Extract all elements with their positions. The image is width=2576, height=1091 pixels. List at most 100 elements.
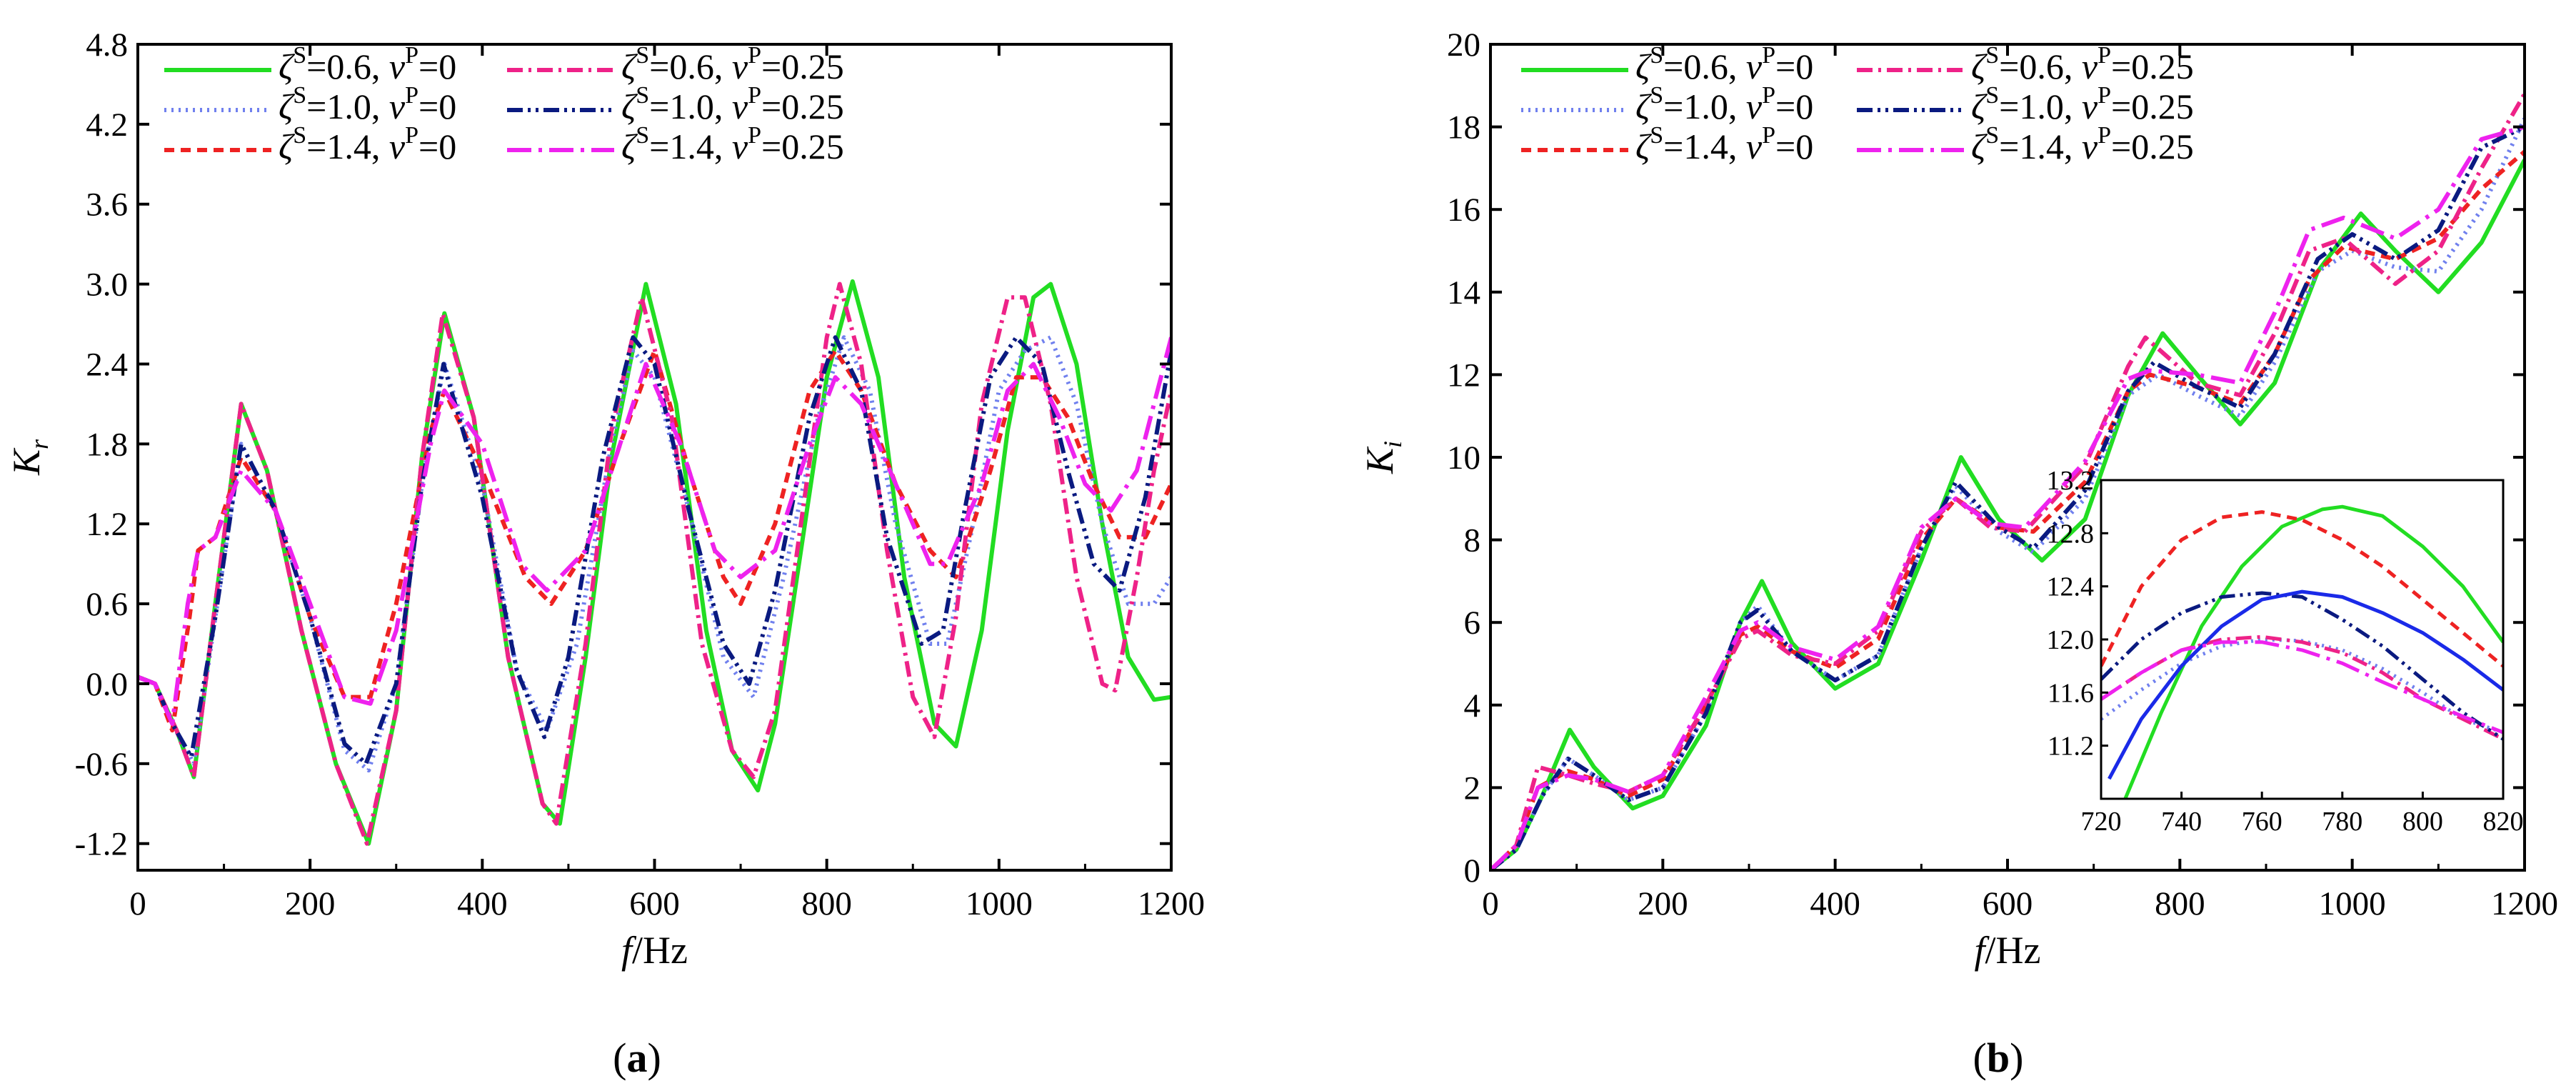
series-line-4 [138,282,1171,846]
legend-zeta-sup: S [636,122,649,149]
inset-x-tick-label: 800 [2402,807,2443,837]
inset-chart: 720 740 760 780 800 820 11.2 11.6 12.0 12.4 12.8 13… [2047,466,2524,837]
legend-nu-value: =0.25 [761,86,844,126]
y-tick-label: 2 [1464,769,1481,807]
inset-y-tick-label: 12.4 [2047,572,2095,602]
legend-zeta-symbol: ζ [1635,46,1653,86]
inset-series-line-4 [2101,634,2503,741]
legend-zeta-sup: S [293,42,306,69]
plot-frame [136,43,1173,872]
legend-zeta-value: =0.6, [306,46,389,86]
legend-nu-value: =0 [419,86,456,126]
legend-zeta-value: =0.6, [649,46,732,86]
legend-zeta-value: =1.4, [1999,126,2082,166]
legend-zeta-sup: S [1985,42,1999,69]
caption-b: (b) [1973,1035,2024,1081]
y-axis-label: Ki [1358,441,1407,474]
y-tick-label: 3.6 [86,186,128,224]
legend-entry-1: ζS=0.6, vP=0 [1635,42,1813,86]
x-tick-label: 1200 [1138,885,1205,922]
y-tick-label: 1.8 [86,426,128,463]
legend-nu-symbol: v [389,86,406,126]
legend-entry-5: ζS=1.0, vP=0.25 [621,82,844,126]
legend-zeta-value: =0.6, [1663,46,1746,86]
x-axis-label: f/Hz [621,929,688,972]
x-tick-label: 200 [285,885,336,922]
x-tick-label: 400 [457,885,508,922]
legend-zeta-symbol: ζ [279,126,296,166]
x-tick-label: 1000 [2319,885,2386,922]
legend-nu-symbol: v [732,46,748,86]
legend-nu-sup: P [748,42,761,69]
series-group [1490,92,2525,870]
panel-a-chart: 0 200 400 600 800 1000 1200 -1.2 -0.6 0.0 0.6 1.2 1.… [5,26,1205,972]
inset-x-tick-label: 740 [2161,807,2202,837]
caption-a: (a) [613,1035,661,1081]
y-axis-label: Kr [5,439,54,476]
legend-zeta-sup: S [1650,82,1663,109]
y-tick-label: 20 [1447,26,1480,64]
legend-nu-value: =0.25 [2111,46,2194,86]
legend-nu-sup: P [748,82,761,109]
y-tick-label: 18 [1447,109,1480,146]
legend-nu-sup: P [405,42,419,69]
legend-nu-symbol: v [2082,126,2098,166]
y-tick-label: 2.4 [86,346,128,383]
inset-y-tick-label: 11.6 [2048,678,2094,708]
x-tick-label: 1000 [966,885,1033,922]
y-tick-label: 12 [1447,357,1480,394]
legend-nu-value: =0 [1775,126,1813,166]
y-tick-label: 4 [1464,687,1481,724]
legend-entry-3: ζS=1.4, vP=0 [279,122,456,166]
legend-zeta-value: =1.0, [306,86,389,126]
legend-nu-value: =0 [1775,46,1813,86]
y-tick-label: 0.6 [86,586,128,623]
y-axis-label-main: K [5,447,48,476]
inset-series-line-5 [2101,591,2503,741]
legend-nu-value: =0 [419,126,456,166]
legend-zeta-symbol: ζ [621,126,638,166]
y-tick-label: 4.2 [86,106,128,144]
legend-zeta-sup: S [1650,42,1663,69]
inset-x-tick-label: 720 [2081,807,2122,837]
legend-zeta-sup: S [1985,122,1999,149]
x-tick-label: 0 [1482,885,1499,922]
x-tick-label: 200 [1638,885,1688,922]
legend-nu-sup: P [1762,122,1775,149]
inset-series-line-1 [2123,504,2503,799]
legend-nu-symbol: v [732,126,748,166]
x-axis-label: f/Hz [1975,929,2041,972]
legend-nu-value: =0 [419,46,456,86]
inset-y-tick-label: 12.8 [2047,519,2095,549]
legend-entry-2: ζS=1.0, vP=0 [279,82,456,126]
legend-entry-2: ζS=1.0, vP=0 [1635,82,1813,126]
inset-x-tick-label: 760 [2242,807,2282,837]
legend-nu-sup: P [405,122,419,149]
legend-zeta-sup: S [293,122,306,149]
legend-entry-4: ζS=0.6, vP=0.25 [1971,42,2194,86]
series-line-2 [138,335,1171,773]
legend-nu-symbol: v [732,86,748,126]
legend-zeta-value: =1.4, [1663,126,1746,166]
legend-zeta-symbol: ζ [1971,126,1988,166]
inset-x-tick-label: 780 [2322,807,2362,837]
inset-series-group [2101,504,2503,799]
legend-nu-value: =0.25 [2111,126,2194,166]
x-tick-label: 800 [2155,885,2205,922]
y-tick-label: 3.0 [86,266,128,304]
legend-nu-symbol: v [389,126,406,166]
series-line-3 [138,348,1171,733]
x-axis-label-unit: /Hz [632,929,688,972]
legend-zeta-symbol: ζ [279,46,296,86]
y-tick-label: 10 [1447,439,1480,477]
legend-zeta-symbol: ζ [1971,46,1988,86]
legend-zeta-sup: S [1985,82,1999,109]
legend-nu-value: =0.25 [761,46,844,86]
legend-nu-value: =0.25 [761,126,844,166]
legend-entry-6: ζS=1.4, vP=0.25 [1971,122,2194,166]
series-line-1 [138,279,1171,846]
y-tick-label: -0.6 [75,746,128,783]
series-line-2 [1490,117,2525,870]
series-line-5 [138,335,1171,766]
legend-nu-sup: P [2098,82,2111,109]
